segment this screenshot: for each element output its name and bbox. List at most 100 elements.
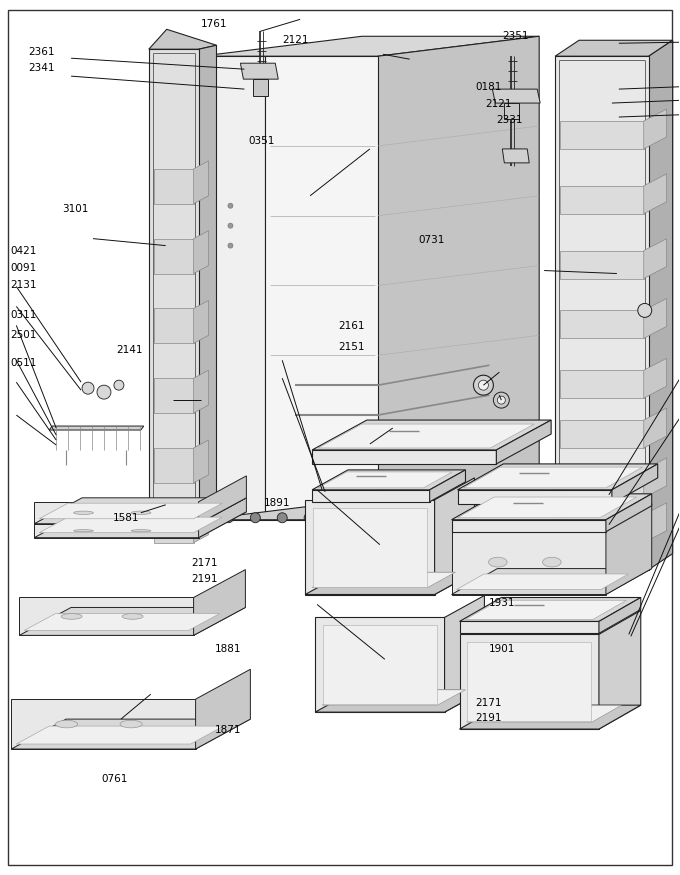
Polygon shape [612, 464, 658, 504]
Text: 1931: 1931 [489, 598, 515, 608]
Polygon shape [265, 56, 378, 520]
Polygon shape [435, 478, 475, 594]
Text: 2161: 2161 [339, 321, 365, 331]
Ellipse shape [61, 613, 82, 620]
Polygon shape [555, 40, 673, 56]
Polygon shape [318, 424, 534, 448]
Text: 2151: 2151 [339, 342, 365, 352]
Polygon shape [154, 507, 194, 542]
Polygon shape [12, 699, 196, 749]
Polygon shape [315, 690, 484, 712]
Polygon shape [503, 149, 529, 163]
Polygon shape [560, 420, 644, 448]
Circle shape [228, 223, 233, 228]
Polygon shape [323, 626, 437, 704]
Polygon shape [16, 726, 224, 744]
Polygon shape [555, 56, 649, 570]
Polygon shape [49, 426, 143, 430]
Polygon shape [194, 570, 245, 635]
Circle shape [304, 513, 314, 522]
Polygon shape [194, 500, 209, 542]
Text: 2171: 2171 [191, 558, 218, 568]
Ellipse shape [56, 720, 78, 728]
Ellipse shape [122, 613, 143, 620]
Text: 0181: 0181 [475, 82, 502, 92]
Polygon shape [241, 63, 278, 79]
Polygon shape [466, 600, 626, 619]
Ellipse shape [131, 511, 151, 514]
Polygon shape [452, 529, 606, 594]
Polygon shape [460, 705, 641, 729]
Text: 0421: 0421 [10, 246, 37, 256]
Polygon shape [322, 690, 466, 705]
Polygon shape [154, 239, 194, 274]
Polygon shape [201, 56, 265, 520]
Polygon shape [560, 311, 644, 339]
Text: 2131: 2131 [10, 280, 37, 290]
Polygon shape [464, 467, 643, 488]
Ellipse shape [73, 511, 93, 514]
Polygon shape [199, 46, 216, 529]
Text: 0311: 0311 [10, 311, 37, 320]
Polygon shape [34, 501, 199, 524]
Text: 2501: 2501 [10, 330, 37, 340]
Polygon shape [560, 186, 644, 214]
Polygon shape [492, 89, 540, 103]
Text: 2141: 2141 [116, 346, 143, 355]
Polygon shape [644, 239, 666, 278]
Polygon shape [154, 448, 194, 483]
Polygon shape [644, 109, 666, 149]
Polygon shape [12, 719, 250, 749]
Polygon shape [606, 504, 651, 594]
Polygon shape [458, 490, 612, 504]
Circle shape [224, 513, 233, 522]
Polygon shape [599, 611, 641, 729]
Polygon shape [194, 370, 209, 413]
Polygon shape [460, 598, 641, 621]
Polygon shape [194, 161, 209, 204]
Circle shape [497, 396, 505, 404]
Text: 2351: 2351 [503, 31, 529, 41]
Polygon shape [194, 231, 209, 274]
Text: 2191: 2191 [475, 713, 502, 724]
Polygon shape [466, 705, 622, 722]
Polygon shape [154, 378, 194, 413]
Polygon shape [305, 500, 435, 594]
Polygon shape [452, 520, 606, 532]
Circle shape [479, 380, 488, 390]
Polygon shape [19, 598, 194, 635]
Circle shape [250, 513, 260, 522]
Circle shape [277, 513, 287, 522]
Polygon shape [34, 512, 246, 537]
Text: 0091: 0091 [10, 263, 37, 273]
Polygon shape [149, 29, 216, 49]
Ellipse shape [543, 557, 561, 567]
Text: 0351: 0351 [249, 136, 275, 146]
Polygon shape [560, 514, 644, 542]
Polygon shape [34, 524, 199, 537]
Polygon shape [452, 569, 651, 594]
Polygon shape [496, 420, 551, 464]
Text: 1761: 1761 [201, 19, 228, 29]
Circle shape [228, 243, 233, 248]
Polygon shape [19, 607, 245, 635]
Polygon shape [34, 498, 246, 524]
Polygon shape [149, 49, 199, 529]
Polygon shape [312, 490, 430, 501]
Polygon shape [430, 470, 466, 501]
Polygon shape [458, 464, 658, 490]
Polygon shape [644, 408, 666, 448]
Polygon shape [460, 634, 599, 729]
Polygon shape [456, 574, 628, 590]
Text: 1871: 1871 [215, 724, 241, 735]
Circle shape [330, 513, 340, 522]
Polygon shape [505, 103, 520, 119]
Polygon shape [154, 169, 194, 204]
Polygon shape [644, 358, 666, 398]
Polygon shape [649, 40, 673, 570]
Polygon shape [312, 572, 456, 587]
Circle shape [82, 382, 94, 394]
Polygon shape [445, 596, 484, 712]
Text: 2121: 2121 [486, 99, 512, 109]
Text: 3101: 3101 [63, 204, 88, 214]
